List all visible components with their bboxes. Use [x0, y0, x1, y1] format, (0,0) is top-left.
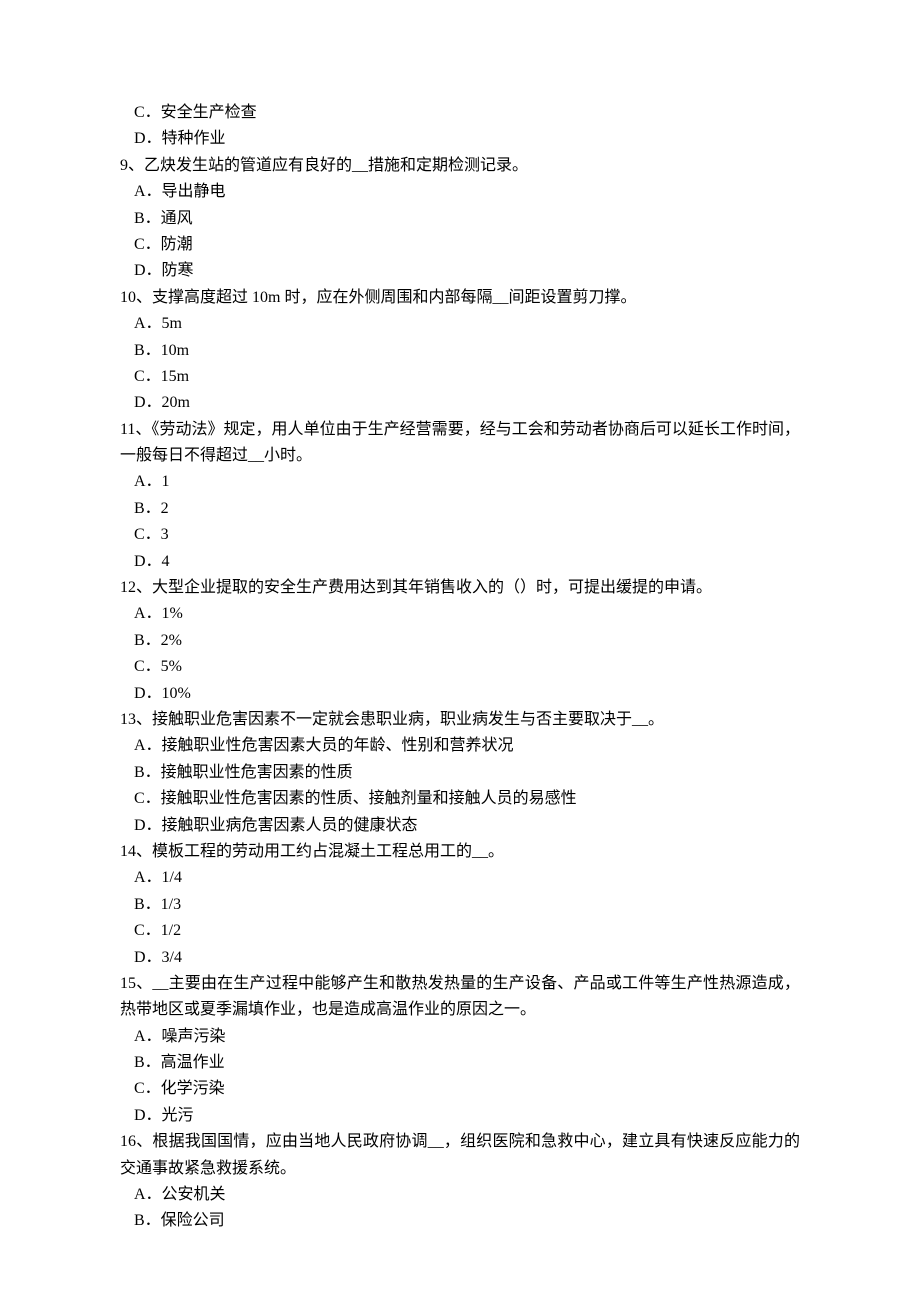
q11-option-d: D．4 [120, 549, 800, 575]
q8-option-c: C．安全生产检查 [120, 100, 800, 126]
q14-option-d: D．3/4 [120, 945, 800, 971]
q14-option-a: A．1/4 [120, 865, 800, 891]
q11-option-b: B．2 [120, 496, 800, 522]
q10-text: 10、支撑高度超过 10m 时，应在外侧周围和内部每隔__间距设置剪刀撑。 [120, 285, 800, 311]
q15-text: 15、__主要由在生产过程中能够产生和散热发热量的生产设备、产品或工件等生产性热… [120, 971, 800, 1024]
q15-option-b: B．高温作业 [120, 1050, 800, 1076]
q13-option-b: B．接触职业性危害因素的性质 [120, 760, 800, 786]
q14-option-b: B．1/3 [120, 892, 800, 918]
q8-option-d: D．特种作业 [120, 126, 800, 152]
q15-option-c: C．化学污染 [120, 1076, 800, 1102]
document-page: C．安全生产检查 D．特种作业 9、乙炔发生站的管道应有良好的__措施和定期检测… [0, 0, 920, 1315]
q11-text: 11、《劳动法》规定，用人单位由于生产经营需要，经与工会和劳动者协商后可以延长工… [120, 417, 800, 470]
q12-text: 12、大型企业提取的安全生产费用达到其年销售收入的（）时，可提出缓提的申请。 [120, 575, 800, 601]
q11-option-c: C．3 [120, 522, 800, 548]
q10-option-a: A．5m [120, 311, 800, 337]
q9-option-a: A．导出静电 [120, 179, 800, 205]
q13-text: 13、接触职业危害因素不一定就会患职业病，职业病发生与否主要取决于__。 [120, 707, 800, 733]
q10-option-b: B．10m [120, 338, 800, 364]
q10-option-d: D．20m [120, 390, 800, 416]
q16-option-a: A．公安机关 [120, 1182, 800, 1208]
q12-option-a: A．1% [120, 601, 800, 627]
q10-option-c: C．15m [120, 364, 800, 390]
q16-option-b: B．保险公司 [120, 1208, 800, 1234]
q9-option-d: D．防寒 [120, 258, 800, 284]
q15-option-a: A．噪声污染 [120, 1024, 800, 1050]
q14-option-c: C．1/2 [120, 918, 800, 944]
q12-option-d: D．10% [120, 681, 800, 707]
q9-option-b: B．通风 [120, 206, 800, 232]
q9-text: 9、乙炔发生站的管道应有良好的__措施和定期检测记录。 [120, 153, 800, 179]
q14-text: 14、模板工程的劳动用工约占混凝土工程总用工的__。 [120, 839, 800, 865]
q12-option-b: B．2% [120, 628, 800, 654]
q15-option-d: D．光污 [120, 1103, 800, 1129]
q13-option-d: D．接触职业病危害因素人员的健康状态 [120, 813, 800, 839]
q16-text: 16、根据我国国情，应由当地人民政府协调__，组织医院和急救中心，建立具有快速反… [120, 1129, 800, 1182]
q13-option-c: C．接触职业性危害因素的性质、接触剂量和接触人员的易感性 [120, 786, 800, 812]
q12-option-c: C．5% [120, 654, 800, 680]
q9-option-c: C．防潮 [120, 232, 800, 258]
q11-option-a: A．1 [120, 469, 800, 495]
q13-option-a: A．接触职业性危害因素大员的年龄、性别和营养状况 [120, 733, 800, 759]
